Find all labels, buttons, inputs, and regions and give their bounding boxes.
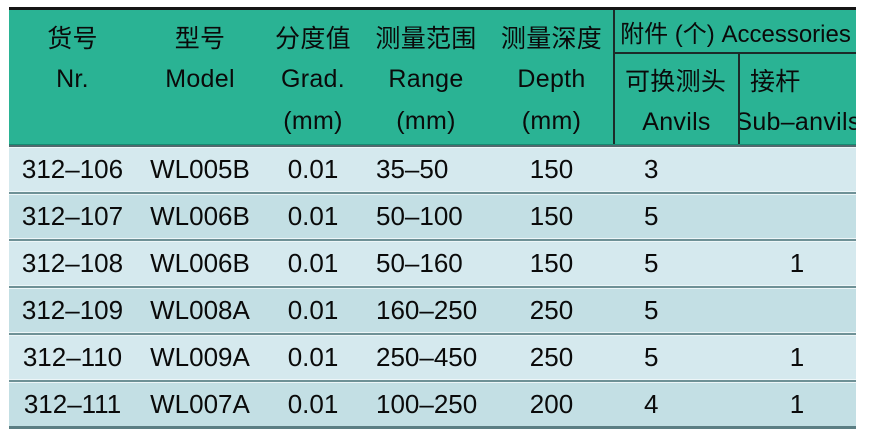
cell-graduation: 0.01: [287, 154, 339, 184]
row-divider: [9, 285, 856, 289]
cell-graduation: 0.01: [287, 342, 339, 372]
cell-model: WL006B: [150, 201, 250, 231]
cell-nr: 312–109: [21, 295, 124, 325]
column-header-depth-unit: (mm): [521, 106, 582, 135]
cell-anvils: 5: [644, 201, 659, 231]
cell-nr: 312–106: [21, 154, 124, 184]
column-header-anvils-en: Anvils: [642, 108, 711, 136]
cell-subanvils: 1: [789, 248, 805, 278]
accessories-group-header: 附件 (个) Accessories: [613, 10, 856, 54]
cell-subanvils: 1: [789, 389, 805, 419]
column-header-subanvils-zh: 接杆: [750, 67, 801, 96]
cell-subanvils: [738, 195, 856, 238]
cell-nr: 312–111: [23, 389, 122, 419]
cell-model: WL007A: [150, 389, 250, 419]
cell-range: 100–250: [376, 389, 478, 419]
column-header-nr-zh: 货号: [47, 25, 98, 53]
column-header-model-unit: [136, 100, 264, 142]
column-header-range-unit: (mm): [396, 106, 456, 135]
column-header-subanvils: 接杆 Sub–anvils: [738, 54, 856, 144]
column-header-graduation-en: Grad.: [280, 64, 346, 93]
column-header-graduation-unit: (mm): [283, 106, 343, 135]
cell-depth: 250: [529, 295, 574, 325]
cell-graduation: 0.01: [287, 248, 339, 278]
column-header-anvils-zh: 可换测头: [625, 67, 727, 96]
spec-table: 货号 Nr. 型号 Model 分度值 Grad. (mm) 测量范围 Rang…: [9, 7, 856, 429]
column-header-model-zh: 型号: [174, 25, 226, 53]
row-divider: [9, 379, 856, 383]
column-header-anvils: 可换测头 Anvils: [613, 54, 738, 144]
cell-range: 160–250: [376, 295, 478, 325]
cell-model: WL005B: [150, 154, 250, 184]
cell-nr: 312–110: [22, 342, 123, 372]
header-body-divider: [9, 144, 856, 148]
column-header-nr-en: Nr.: [56, 64, 89, 93]
column-header-subanvils-en: Sub–anvils: [738, 108, 856, 136]
cell-subanvils: [738, 289, 856, 332]
cell-depth: 150: [529, 154, 574, 184]
cell-depth: 150: [529, 201, 574, 231]
row-divider: [9, 332, 856, 336]
table-row: 312–109 WL008A 0.01 160–250 250 5: [9, 289, 856, 332]
column-header-nr: 货号 Nr.: [9, 10, 136, 144]
cell-range: 50–160: [376, 248, 463, 278]
column-header-graduation: 分度值 Grad. (mm): [264, 10, 362, 144]
cell-range: 50–100: [376, 201, 463, 231]
table-row: 312–111 WL007A 0.01 100–250 200 4 1: [9, 383, 856, 426]
row-divider: [9, 191, 856, 195]
column-header-range: 测量范围 Range (mm): [362, 10, 490, 144]
cell-model: WL008A: [150, 295, 250, 325]
cell-range: 35–50: [376, 154, 449, 184]
column-header-nr-unit: [9, 100, 136, 142]
cell-anvils: 4: [644, 389, 659, 419]
column-header-depth-zh: 测量深度: [500, 25, 603, 53]
cell-depth: 200: [529, 389, 574, 419]
cell-nr: 312–107: [21, 201, 124, 231]
cell-anvils: 3: [644, 154, 659, 184]
cell-nr: 312–108: [21, 248, 124, 278]
cell-range: 250–450: [376, 342, 478, 372]
cell-depth: 150: [529, 248, 574, 278]
cell-anvils: 5: [644, 342, 659, 372]
row-divider: [9, 238, 856, 242]
column-header-depth-en: Depth: [517, 64, 586, 93]
column-header-model-en: Model: [165, 64, 235, 93]
cell-graduation: 0.01: [287, 389, 339, 419]
cell-anvils: 5: [644, 248, 659, 278]
table-row: 312–110 WL009A 0.01 250–450 250 5 1: [9, 336, 856, 379]
column-header-graduation-zh: 分度值: [275, 25, 351, 53]
table-header: 货号 Nr. 型号 Model 分度值 Grad. (mm) 测量范围 Rang…: [9, 10, 856, 144]
table-bottom-rule: [9, 426, 856, 429]
cell-anvils: 5: [644, 295, 659, 325]
table-row: 312–107 WL006B 0.01 50–100 150 5: [9, 195, 856, 238]
table-row: 312–108 WL006B 0.01 50–160 150 5 1: [9, 242, 856, 285]
table-top-rule: [9, 7, 856, 10]
cell-model: WL009A: [150, 342, 250, 372]
cell-depth: 250: [529, 342, 574, 372]
column-header-range-zh: 测量范围: [375, 25, 477, 53]
column-header-depth: 测量深度 Depth (mm): [490, 10, 613, 144]
cell-subanvils: [738, 148, 856, 191]
cell-model: WL006B: [150, 248, 250, 278]
cell-subanvils: 1: [789, 342, 805, 372]
table-row: 312–106 WL005B 0.01 35–50 150 3: [9, 148, 856, 191]
cell-graduation: 0.01: [287, 201, 339, 231]
column-header-model: 型号 Model: [136, 10, 264, 144]
cell-graduation: 0.01: [287, 295, 339, 325]
column-header-range-en: Range: [388, 64, 464, 93]
